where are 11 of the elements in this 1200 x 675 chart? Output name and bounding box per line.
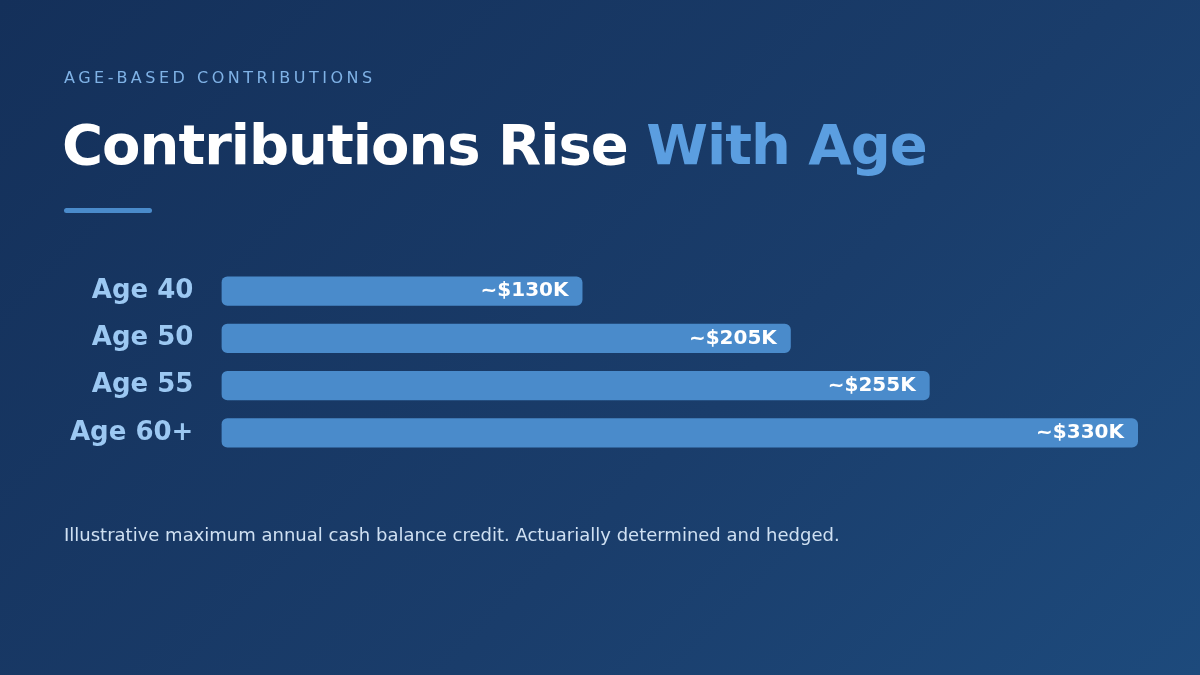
y-tick-label: Age 60+ xyxy=(70,415,194,446)
text: Illustrative maximum annual cash balance credit. Actuarially determined and hedged. xyxy=(64,524,840,545)
chart-title: Contributions Rise With Age xyxy=(62,112,927,177)
chart-subtitle: AGE-BASED CONTRIBUTIONS xyxy=(64,68,376,87)
y-tick-label: Age 50 xyxy=(91,321,194,352)
data-label: ~$205K xyxy=(688,324,779,349)
data-label: ~$130K xyxy=(480,277,570,302)
y-tick-label: Age 55 xyxy=(91,368,194,399)
data-label: ~$255K xyxy=(827,371,918,396)
data-label: ~$330K xyxy=(1036,419,1126,443)
y-tick-label: Age 40 xyxy=(91,273,194,304)
